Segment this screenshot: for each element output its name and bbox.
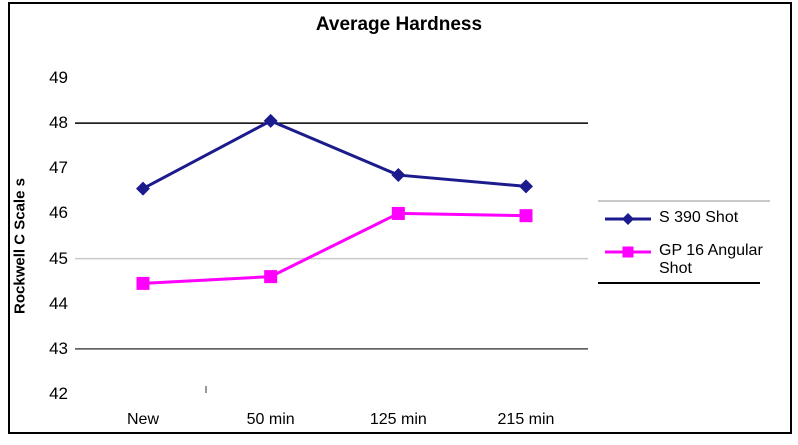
series-line-1 bbox=[142, 211, 527, 285]
y-tick-label-43: 43 bbox=[49, 338, 68, 358]
x-tick-label-3: 215 min bbox=[497, 411, 555, 428]
data-point-0-1 bbox=[263, 113, 278, 128]
legend: S 390 Shot GP 16 Angular Shot bbox=[598, 200, 770, 287]
legend-item-0: S 390 Shot bbox=[604, 209, 770, 227]
data-point-0-2 bbox=[391, 168, 406, 183]
y-tick-label-45: 45 bbox=[49, 248, 68, 268]
data-point-0-3 bbox=[519, 179, 534, 194]
stray-tick-mark bbox=[205, 386, 207, 393]
legend-item-1: GP 16 Angular Shot bbox=[604, 242, 770, 278]
chart-title: Average Hardness bbox=[315, 14, 483, 35]
y-tick-label-46: 46 bbox=[49, 203, 68, 223]
data-point-1-2 bbox=[391, 206, 405, 220]
legend-label-0: S 390 Shot bbox=[659, 209, 739, 226]
legend-marker-diamond-icon bbox=[605, 213, 651, 225]
y-tick-label-47: 47 bbox=[49, 158, 68, 178]
legend-bottom-rule bbox=[598, 282, 760, 284]
data-point-0-0 bbox=[136, 181, 150, 196]
data-point-1-1 bbox=[264, 270, 278, 284]
x-tick-label-1: 50 min bbox=[246, 411, 295, 428]
x-tick-label-0: New bbox=[126, 411, 159, 428]
data-point-1-0 bbox=[136, 276, 150, 290]
y-tick-label-44: 44 bbox=[49, 293, 68, 313]
legend-label-1: GP 16 Angular Shot bbox=[659, 242, 763, 277]
legend-marker-square-icon bbox=[605, 246, 651, 258]
x-tick-label-2: 125 min bbox=[369, 411, 427, 428]
y-tick-label-48: 48 bbox=[49, 113, 68, 133]
series-line-0 bbox=[142, 119, 527, 190]
data-point-1-3 bbox=[519, 209, 533, 223]
y-tick-label-49: 49 bbox=[49, 68, 68, 87]
y-tick-label-42: 42 bbox=[49, 384, 68, 403]
